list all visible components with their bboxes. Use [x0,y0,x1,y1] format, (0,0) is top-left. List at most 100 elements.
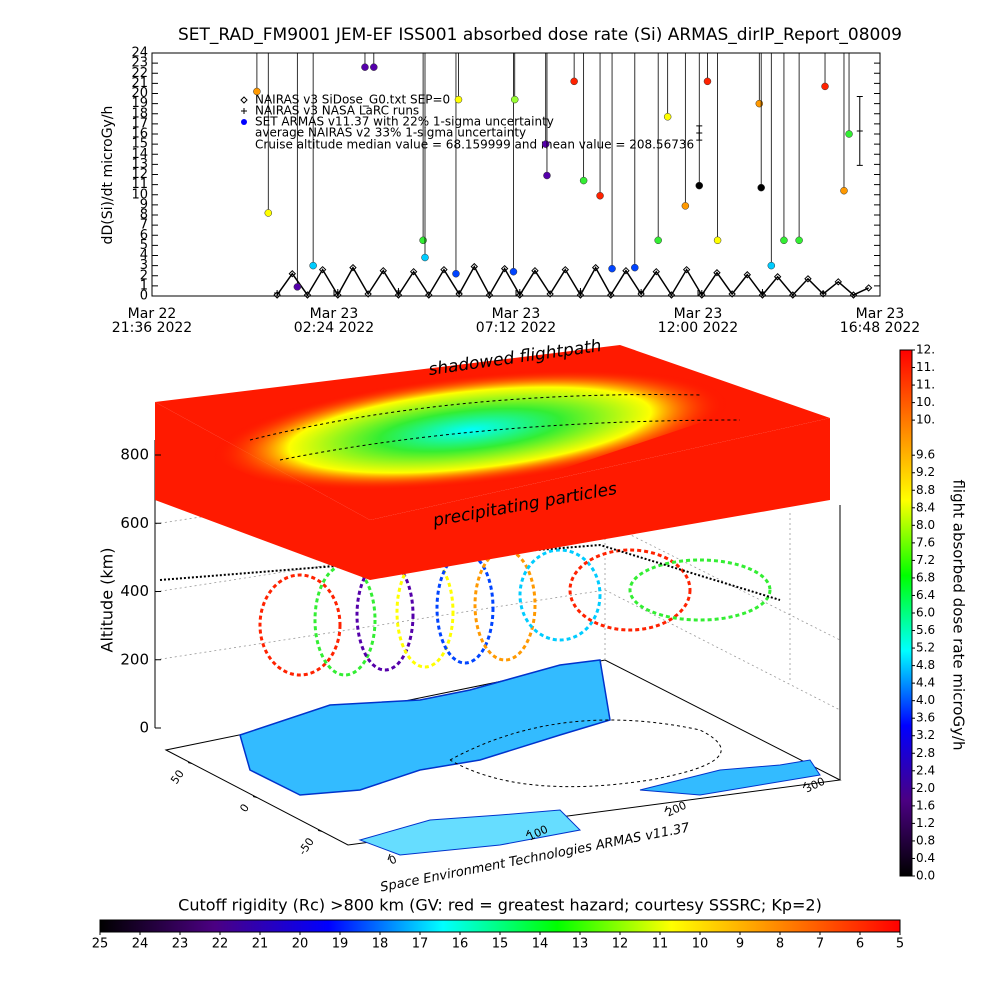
y-tick-label: 9 [140,197,148,212]
legend-label: NAIRAS v3 NASA LaRC runs [255,104,419,118]
y-tick-label: 7 [140,218,148,233]
point [516,288,523,295]
point [543,171,551,180]
point [264,209,273,217]
point [767,261,776,270]
colorbar-tick-label: 15 [492,937,509,952]
point [845,130,853,138]
colorbar-tick-label: 6 [856,937,864,952]
colorbar-tick-label: 21 [252,937,269,952]
y-axis-label: dD(Si)/dt microGy/h [100,106,116,245]
z-tick-label: 400 [120,582,149,600]
y-tick [187,762,193,765]
x-tick-label: 16:48 2022 [840,320,920,336]
colorbar-tick-label: 6.4 [916,588,935,602]
legend-label: SET ARMAS v11.37 with 22% 1-sigma uncert… [255,115,554,129]
point [395,287,402,294]
point [425,291,433,299]
y-tick-label: 23 [131,56,148,71]
point [591,263,600,272]
series [241,53,853,291]
annotation: Cruise altitude median value = 68.159999… [255,138,694,152]
colorbar-tick-label: 19 [332,937,349,952]
colorbar-tick-label: 7.6 [916,535,935,549]
point [546,290,554,298]
point [631,263,639,272]
colorbar [899,349,913,877]
legend-label: average NAIRAS v2 33% 1-sigma uncertaint… [255,126,526,140]
x-tick-label: 07:12 2022 [476,320,556,336]
y-tick-label: 3 [140,258,148,273]
colorbar-tick-label: 2.4 [916,763,935,777]
series [241,108,827,296]
point [361,63,369,71]
colorbar-tick-label: 9.6 [916,448,935,462]
colorbar-tick-label: 2.0 [916,781,935,795]
map [239,659,821,856]
colorbar-tick-label: 12. [916,343,935,357]
colorbar-tick-label: 10. [916,413,935,427]
point [485,291,494,299]
colorbar-tick-label: 9.2 [916,465,935,479]
x-tick-label: Mar 23 [310,306,359,322]
z-axis-label: Altitude (km) [98,548,117,653]
point [541,140,550,148]
point [510,95,519,104]
colorbar-tick-label: 1.6 [916,798,935,812]
error-bar [856,96,863,166]
y-tick-label: 50 [168,768,187,787]
colorbar-tick-label: 8 [776,937,784,952]
colorbar-tick-label: 16 [452,937,469,952]
colorbar-tick-label: 5.6 [916,623,935,637]
point [293,283,302,291]
point [288,270,296,278]
point [795,236,803,245]
point [607,291,615,299]
chart-title: SET_RAD_FM9001 JEM-EF ISS001 absorbed do… [178,25,902,45]
point [728,290,736,298]
point [561,265,569,274]
series [696,96,863,166]
point [849,291,858,299]
point [804,275,812,283]
colorbar-tick-label: 5 [896,937,904,952]
x-tick-label: 21:36 2022 [112,320,192,336]
z-tick-label: 0 [139,719,149,737]
y-tick-label: 24 [131,46,148,61]
colorbar-tick-label: 8.4 [916,500,935,514]
x-tick-label: Mar 23 [492,306,541,322]
colorbar-tick-label: 0.0 [916,869,935,883]
y-tick-label: 2 [140,268,148,283]
point [652,267,660,276]
series [240,96,873,299]
point [454,95,463,104]
error-bar [696,125,703,141]
colorbar-tick-label: 25 [92,937,109,952]
point [303,291,312,299]
point [695,181,704,190]
point [577,287,584,294]
colorbar-tick-label: 4.4 [916,676,935,690]
point [440,265,448,274]
y-tick-label: 22 [131,66,148,81]
legend-marker [241,119,247,125]
y-tick-label: 1 [140,278,148,293]
colorbar-title: Cutoff rigidity (Rc) >800 km (GV: red = … [178,896,822,915]
point [743,271,751,279]
point [622,266,630,275]
colorbar-tick-label: 20 [292,937,309,952]
point [334,288,341,295]
colorbar-tick-label: 13 [572,937,589,952]
point [394,291,403,299]
colorbar-tick-label: 3.6 [916,711,935,725]
colorbar-tick-label: 7.2 [916,553,935,567]
point [755,99,764,108]
point [608,264,616,273]
colorbar-tick-label: 22 [212,937,229,952]
point [834,278,842,286]
y-tick-label: 13 [131,157,148,172]
colorbar-tick-label: 3.2 [916,728,935,742]
colorbar-tick-label: 24 [132,937,149,952]
point [419,236,427,245]
